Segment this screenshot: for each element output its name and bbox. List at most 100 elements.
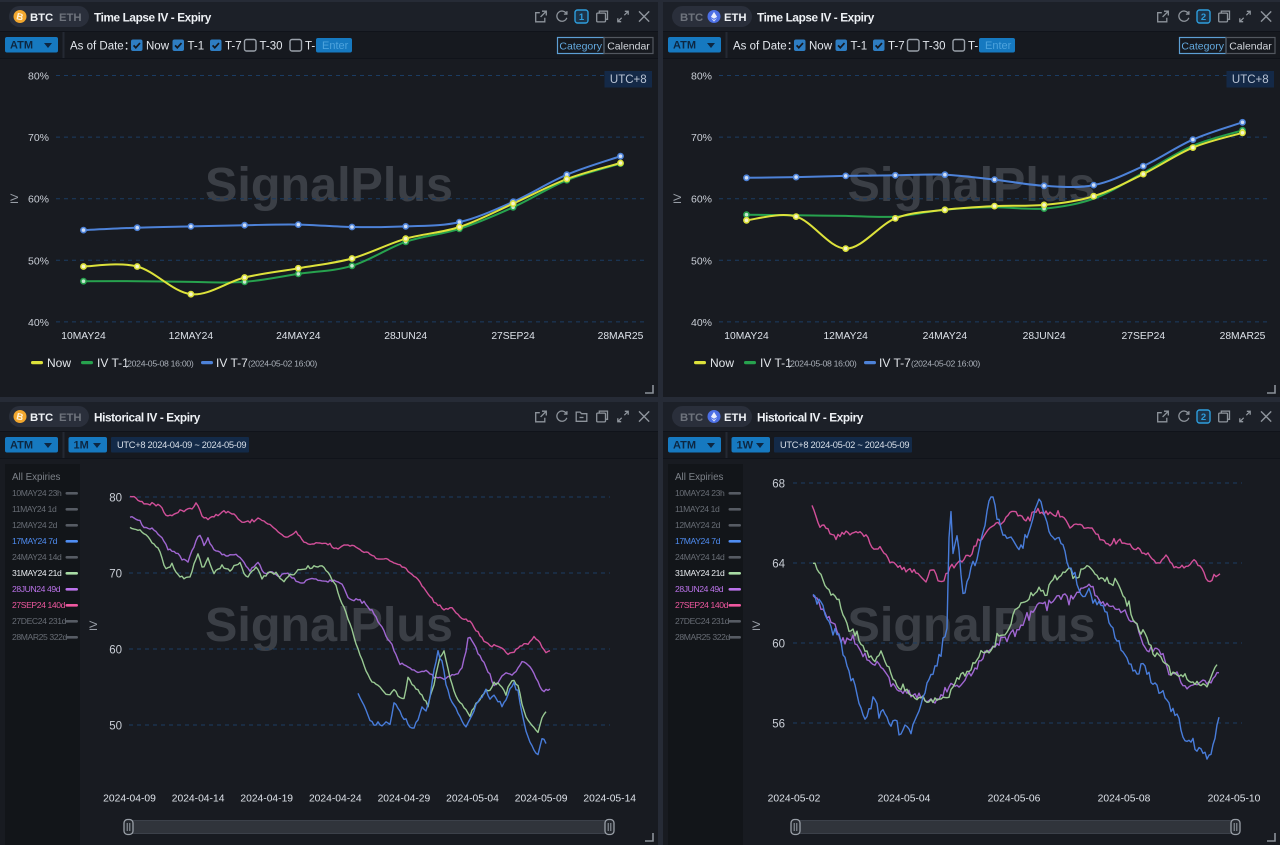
svg-text:T-30: T-30 (260, 41, 283, 53)
svg-text:ATM: ATM (673, 40, 696, 52)
svg-text:10MAY24 23h: 10MAY24 23h (675, 488, 725, 498)
svg-text:80%: 80% (28, 71, 49, 83)
svg-text:(2024-05-02 16:00): (2024-05-02 16:00) (248, 359, 317, 369)
svg-text:60%: 60% (691, 194, 712, 206)
svg-text:IV T-7: IV T-7 (879, 356, 911, 370)
svg-text:T-7: T-7 (888, 41, 905, 53)
svg-text:31MAY24 21d: 31MAY24 21d (675, 568, 725, 578)
svg-text:24MAY24 14d: 24MAY24 14d (675, 552, 725, 562)
svg-text:B: B (15, 411, 24, 423)
svg-text:27SEP24 140d: 27SEP24 140d (675, 600, 729, 610)
svg-text:IV T-1: IV T-1 (760, 356, 792, 370)
svg-text:B: B (15, 11, 24, 23)
svg-text:Enter: Enter (322, 40, 349, 52)
svg-text:As of Date：: As of Date： (70, 41, 135, 53)
svg-text:(2024-05-02 16:00): (2024-05-02 16:00) (911, 359, 980, 369)
svg-text:17MAY24 7d: 17MAY24 7d (12, 536, 58, 546)
svg-text:BTC: BTC (680, 412, 703, 424)
svg-text:28MAR25 322d: 28MAR25 322d (12, 632, 68, 642)
svg-text:T-7: T-7 (225, 41, 242, 53)
svg-text:All Expiries: All Expiries (12, 472, 61, 483)
svg-text:12MAY24: 12MAY24 (169, 331, 214, 342)
svg-text:27SEP24: 27SEP24 (491, 331, 535, 342)
svg-text:2024-04-19: 2024-04-19 (240, 794, 293, 805)
svg-text:SignalPlus: SignalPlus (848, 598, 1096, 652)
svg-text:70: 70 (109, 569, 122, 581)
svg-text:50%: 50% (28, 255, 49, 267)
svg-text:IV: IV (9, 193, 21, 204)
svg-text:UTC+8 2024-05-02 ~ 2024-05-09: UTC+8 2024-05-02 ~ 2024-05-09 (780, 440, 909, 450)
svg-text:ATM: ATM (10, 40, 33, 52)
svg-text:ATM: ATM (673, 440, 696, 452)
svg-text:UTC+8 2024-04-09 ~ 2024-05-09: UTC+8 2024-04-09 ~ 2024-05-09 (117, 440, 246, 450)
svg-text:50%: 50% (691, 255, 712, 267)
svg-text:2024-05-02: 2024-05-02 (768, 794, 821, 805)
svg-text:60: 60 (109, 645, 122, 657)
svg-text:2024-05-06: 2024-05-06 (988, 794, 1041, 805)
svg-text:70%: 70% (28, 132, 49, 144)
svg-text:BTC: BTC (680, 12, 703, 24)
svg-text:SignalPlus: SignalPlus (205, 158, 453, 212)
svg-text:Calendar: Calendar (1229, 41, 1272, 53)
svg-text:ETH: ETH (59, 412, 82, 424)
svg-text:50: 50 (109, 721, 122, 733)
svg-text:12MAY24 2d: 12MAY24 2d (12, 520, 58, 530)
svg-text:Now: Now (710, 356, 734, 370)
svg-text:T-1: T-1 (188, 41, 205, 53)
svg-text:Category: Category (559, 41, 602, 53)
svg-text:As of Date：: As of Date： (733, 41, 798, 53)
svg-text:ATM: ATM (10, 440, 33, 452)
svg-text:Now: Now (146, 41, 170, 53)
svg-text:UTC+8: UTC+8 (1232, 74, 1269, 86)
svg-text:28MAR25: 28MAR25 (598, 331, 644, 342)
svg-text:T-: T- (305, 41, 315, 53)
svg-text:2024-05-10: 2024-05-10 (1208, 794, 1261, 805)
svg-text:1W: 1W (737, 440, 754, 452)
svg-text:2024-05-09: 2024-05-09 (515, 794, 568, 805)
svg-text:IV: IV (751, 620, 763, 631)
svg-text:2024-04-09: 2024-04-09 (103, 794, 156, 805)
svg-text:Time Lapse IV - Expiry: Time Lapse IV - Expiry (757, 11, 875, 25)
svg-text:IV: IV (88, 620, 100, 631)
svg-text:IV: IV (672, 193, 684, 204)
svg-text:T-30: T-30 (923, 41, 946, 53)
svg-text:11MAY24 1d: 11MAY24 1d (12, 504, 57, 514)
svg-text:27DEC24 231d: 27DEC24 231d (675, 616, 730, 626)
svg-text:40%: 40% (28, 317, 49, 329)
svg-text:(2024-05-08 16:00): (2024-05-08 16:00) (125, 359, 194, 369)
svg-text:10MAY24 23h: 10MAY24 23h (12, 488, 62, 498)
svg-text:ETH: ETH (724, 12, 747, 24)
svg-text:24MAY24: 24MAY24 (923, 331, 968, 342)
svg-text:2024-05-14: 2024-05-14 (583, 794, 636, 805)
svg-text:28JUN24 49d: 28JUN24 49d (675, 584, 724, 594)
svg-text:2024-05-08: 2024-05-08 (1098, 794, 1151, 805)
svg-text:27SEP24: 27SEP24 (1122, 331, 1166, 342)
svg-text:2: 2 (1201, 12, 1206, 23)
svg-text:2024-05-04: 2024-05-04 (446, 794, 499, 805)
svg-text:Calendar: Calendar (607, 41, 650, 53)
svg-text:1: 1 (579, 12, 585, 23)
svg-text:56: 56 (772, 719, 785, 731)
svg-text:28JUN24: 28JUN24 (1023, 331, 1066, 342)
svg-text:2024-05-04: 2024-05-04 (878, 794, 931, 805)
svg-text:Enter: Enter (985, 40, 1012, 52)
svg-text:Historical IV - Expiry: Historical IV - Expiry (757, 411, 864, 425)
svg-text:24MAY24: 24MAY24 (276, 331, 321, 342)
svg-text:Now: Now (47, 356, 71, 370)
svg-text:11MAY24 1d: 11MAY24 1d (675, 504, 720, 514)
svg-text:Now: Now (809, 41, 833, 53)
svg-text:28MAR25 322d: 28MAR25 322d (675, 632, 731, 642)
svg-text:SignalPlus: SignalPlus (205, 598, 453, 652)
svg-text:IV T-1: IV T-1 (97, 356, 129, 370)
svg-text:70%: 70% (691, 132, 712, 144)
svg-text:17MAY24 7d: 17MAY24 7d (675, 536, 721, 546)
svg-text:UTC+8: UTC+8 (610, 74, 647, 86)
svg-text:ETH: ETH (59, 12, 82, 24)
svg-text:Historical IV - Expiry: Historical IV - Expiry (94, 411, 201, 425)
svg-text:31MAY24 21d: 31MAY24 21d (12, 568, 62, 578)
svg-text:ETH: ETH (724, 412, 747, 424)
svg-text:IV T-7: IV T-7 (216, 356, 248, 370)
svg-text:80: 80 (109, 493, 122, 505)
svg-text:(2024-05-08 16:00): (2024-05-08 16:00) (788, 359, 857, 369)
svg-text:40%: 40% (691, 317, 712, 329)
